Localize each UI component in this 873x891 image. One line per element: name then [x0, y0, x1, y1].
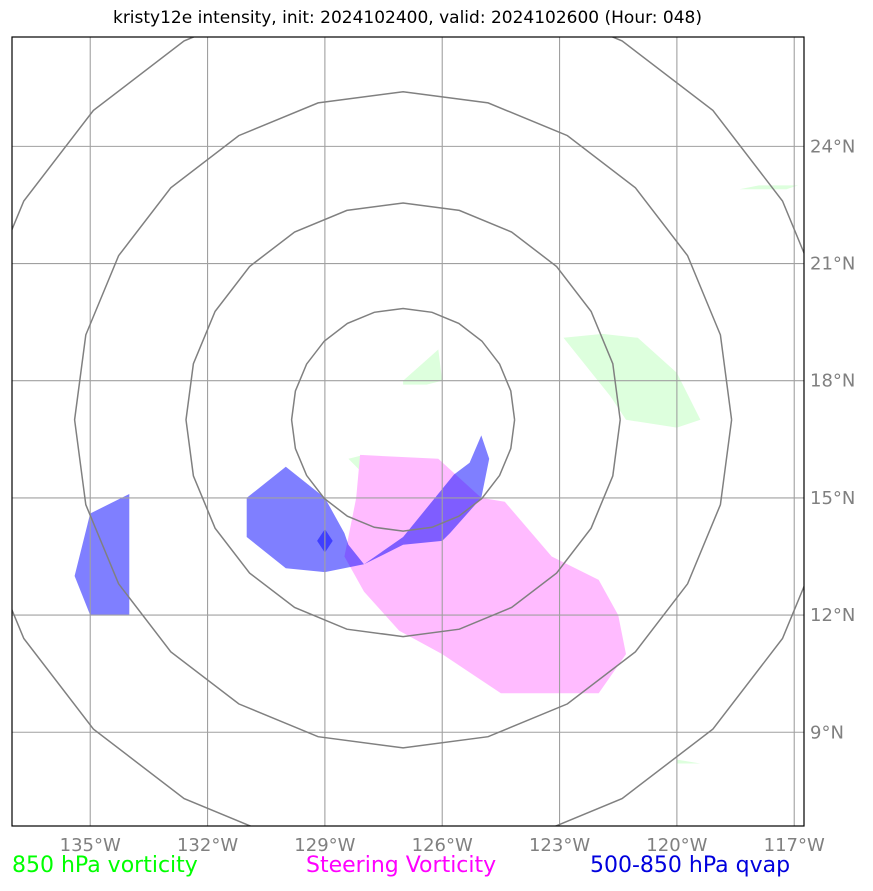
lon-tick-label: 132°W: [177, 835, 238, 856]
map-title: kristy12e intensity, init: 2024102400, v…: [112, 8, 703, 28]
range-rings: [12, 37, 804, 826]
lat-tick-label: 9°N: [810, 722, 844, 743]
legend-850-vorticity: 850 hPa vorticity: [12, 853, 198, 878]
lon-tick-label: 126°W: [412, 835, 473, 856]
lat-tick-label: 12°N: [810, 605, 855, 626]
layer-0-polygon-3: [676, 759, 701, 764]
lon-tick-label: 123°W: [529, 835, 590, 856]
lon-tick-label: 129°W: [294, 835, 355, 856]
lat-tick-label: 24°N: [810, 136, 855, 157]
tick-labels: 135°W 132°W 129°W 126°W 123°W 120°W 117°W 24°N 2…: [60, 136, 856, 856]
layer-2-polygon-0: [246, 435, 490, 573]
lat-tick-label: 21°N: [810, 254, 855, 275]
range-ring: [73, 90, 733, 749]
layer-2-polygon-1: [74, 494, 130, 616]
graticule: [12, 37, 804, 826]
layer-1-polygon-0: [344, 454, 626, 694]
range-ring: [185, 202, 621, 638]
layer-0-polygon-2: [739, 185, 799, 190]
range-ring: [290, 307, 516, 532]
lon-tick-label: 117°W: [764, 835, 825, 856]
layer-0-polygon-0: [403, 349, 443, 385]
range-ring: [12, 37, 804, 826]
legend-qvap: 500-850 hPa qvap: [590, 853, 791, 878]
lat-tick-label: 15°N: [810, 488, 855, 509]
lat-tick-label: 18°N: [810, 371, 855, 392]
data-layers: [74, 185, 799, 764]
plot-frame: [11, 36, 805, 827]
legend-steering-vorticity: Steering Vorticity: [306, 853, 497, 878]
lon-tick-label: 120°W: [646, 835, 707, 856]
lon-tick-label: 135°W: [60, 835, 121, 856]
